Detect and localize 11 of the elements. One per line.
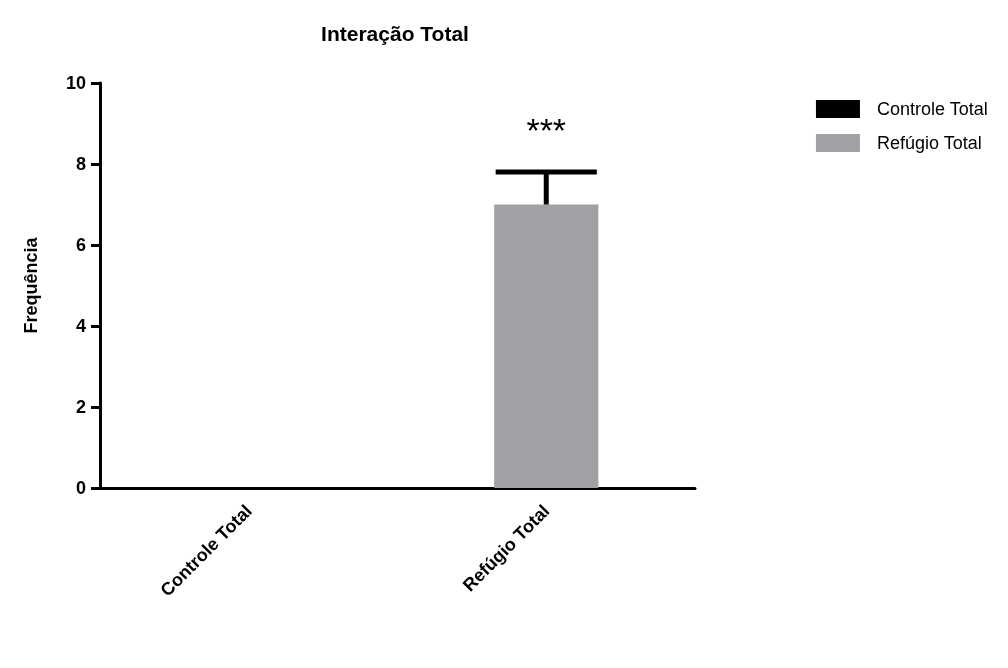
legend-label: Refúgio Total: [876, 133, 982, 153]
y-tick-label: 4: [75, 316, 86, 336]
y-tick-label: 6: [75, 235, 86, 255]
y-tick-label: 8: [75, 154, 86, 174]
chart-title: Interação Total: [321, 22, 469, 45]
y-tick-label: 2: [75, 397, 86, 417]
legend-label: Controle Total: [876, 99, 988, 119]
y-tick-label: 10: [65, 73, 86, 93]
y-tick-label: 0: [75, 478, 86, 498]
annotation: ***: [526, 111, 567, 150]
y-axis-title: Frequência: [21, 236, 41, 334]
